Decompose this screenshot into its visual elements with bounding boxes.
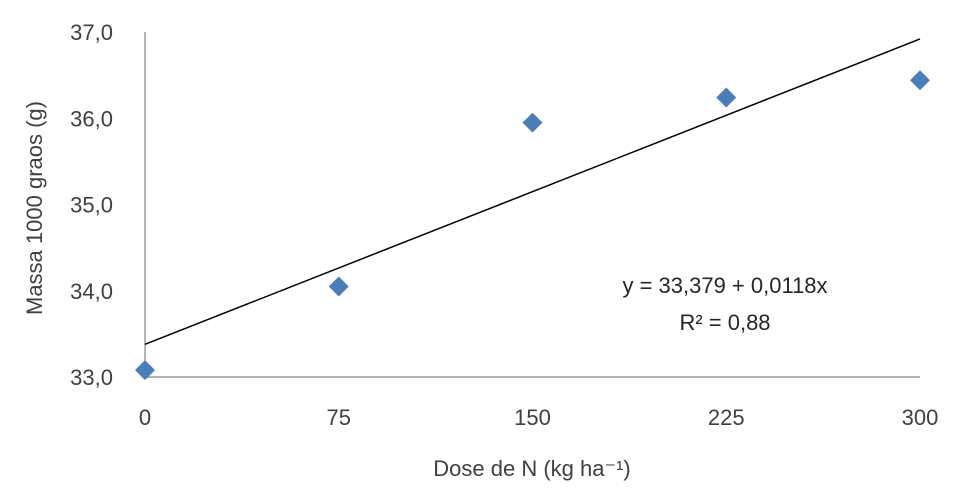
data-point bbox=[910, 70, 930, 91]
y-tick-label: 37,0 bbox=[70, 20, 113, 45]
y-tick-label: 36,0 bbox=[70, 106, 113, 131]
data-point bbox=[522, 112, 543, 133]
y-axis-title: Massa 1000 graos (g) bbox=[22, 101, 47, 315]
y-tick-label: 34,0 bbox=[70, 279, 113, 304]
trendline bbox=[144, 38, 921, 346]
data-points bbox=[135, 70, 930, 381]
y-tick-labels: 33,0 34,0 35,0 36,0 37,0 bbox=[70, 20, 113, 390]
y-tick-label: 33,0 bbox=[70, 365, 113, 390]
x-tick-label: 225 bbox=[708, 405, 745, 430]
x-tick-label: 0 bbox=[139, 405, 151, 430]
x-tick-label: 75 bbox=[327, 405, 351, 430]
x-axis-title: Dose de N (kg ha⁻¹) bbox=[433, 456, 630, 481]
x-tick-label: 300 bbox=[902, 405, 939, 430]
data-point bbox=[716, 87, 737, 108]
x-tick-label: 150 bbox=[514, 405, 551, 430]
trendline-equation: y = 33,379 + 0,0118x bbox=[622, 273, 827, 298]
data-point bbox=[328, 276, 349, 297]
axes bbox=[144, 32, 920, 378]
x-tick-labels: 0 75 150 225 300 bbox=[139, 405, 938, 430]
y-tick-label: 35,0 bbox=[70, 193, 113, 218]
data-point bbox=[135, 360, 155, 381]
r-squared-label: R² = 0,88 bbox=[679, 310, 770, 335]
